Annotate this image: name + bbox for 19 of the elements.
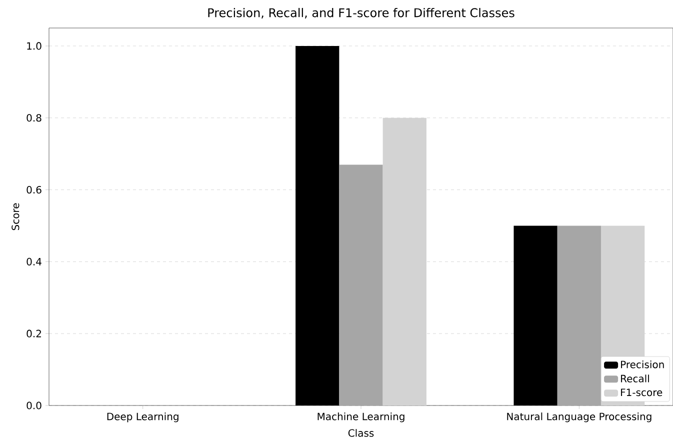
y-tick-label: 0.4 (26, 258, 42, 266)
y-tick-label: 0.8 (26, 114, 42, 122)
x-tick-label: Machine Learning (318, 412, 404, 422)
y-axis-title: Score (12, 203, 20, 230)
y-tick-label: 0.6 (26, 186, 42, 194)
chart-title: Precision, Recall, and F1-score for Different Classes (208, 8, 514, 18)
bar (296, 46, 340, 406)
x-tick-label: Deep Learning (107, 412, 178, 422)
bar (557, 226, 601, 406)
y-tick-label: 1.0 (27, 42, 42, 50)
legend-label: Recall (621, 374, 649, 382)
x-axis-title: Class (348, 429, 374, 437)
legend-label: F1-score (621, 388, 662, 396)
y-tick-label: 0.2 (26, 330, 41, 338)
y-tick-label: 0.0 (26, 402, 42, 410)
legend-label: Precision (621, 360, 664, 368)
bar (514, 226, 558, 406)
bar (339, 164, 383, 406)
x-tick-label: Natural Language Processing (507, 412, 652, 422)
